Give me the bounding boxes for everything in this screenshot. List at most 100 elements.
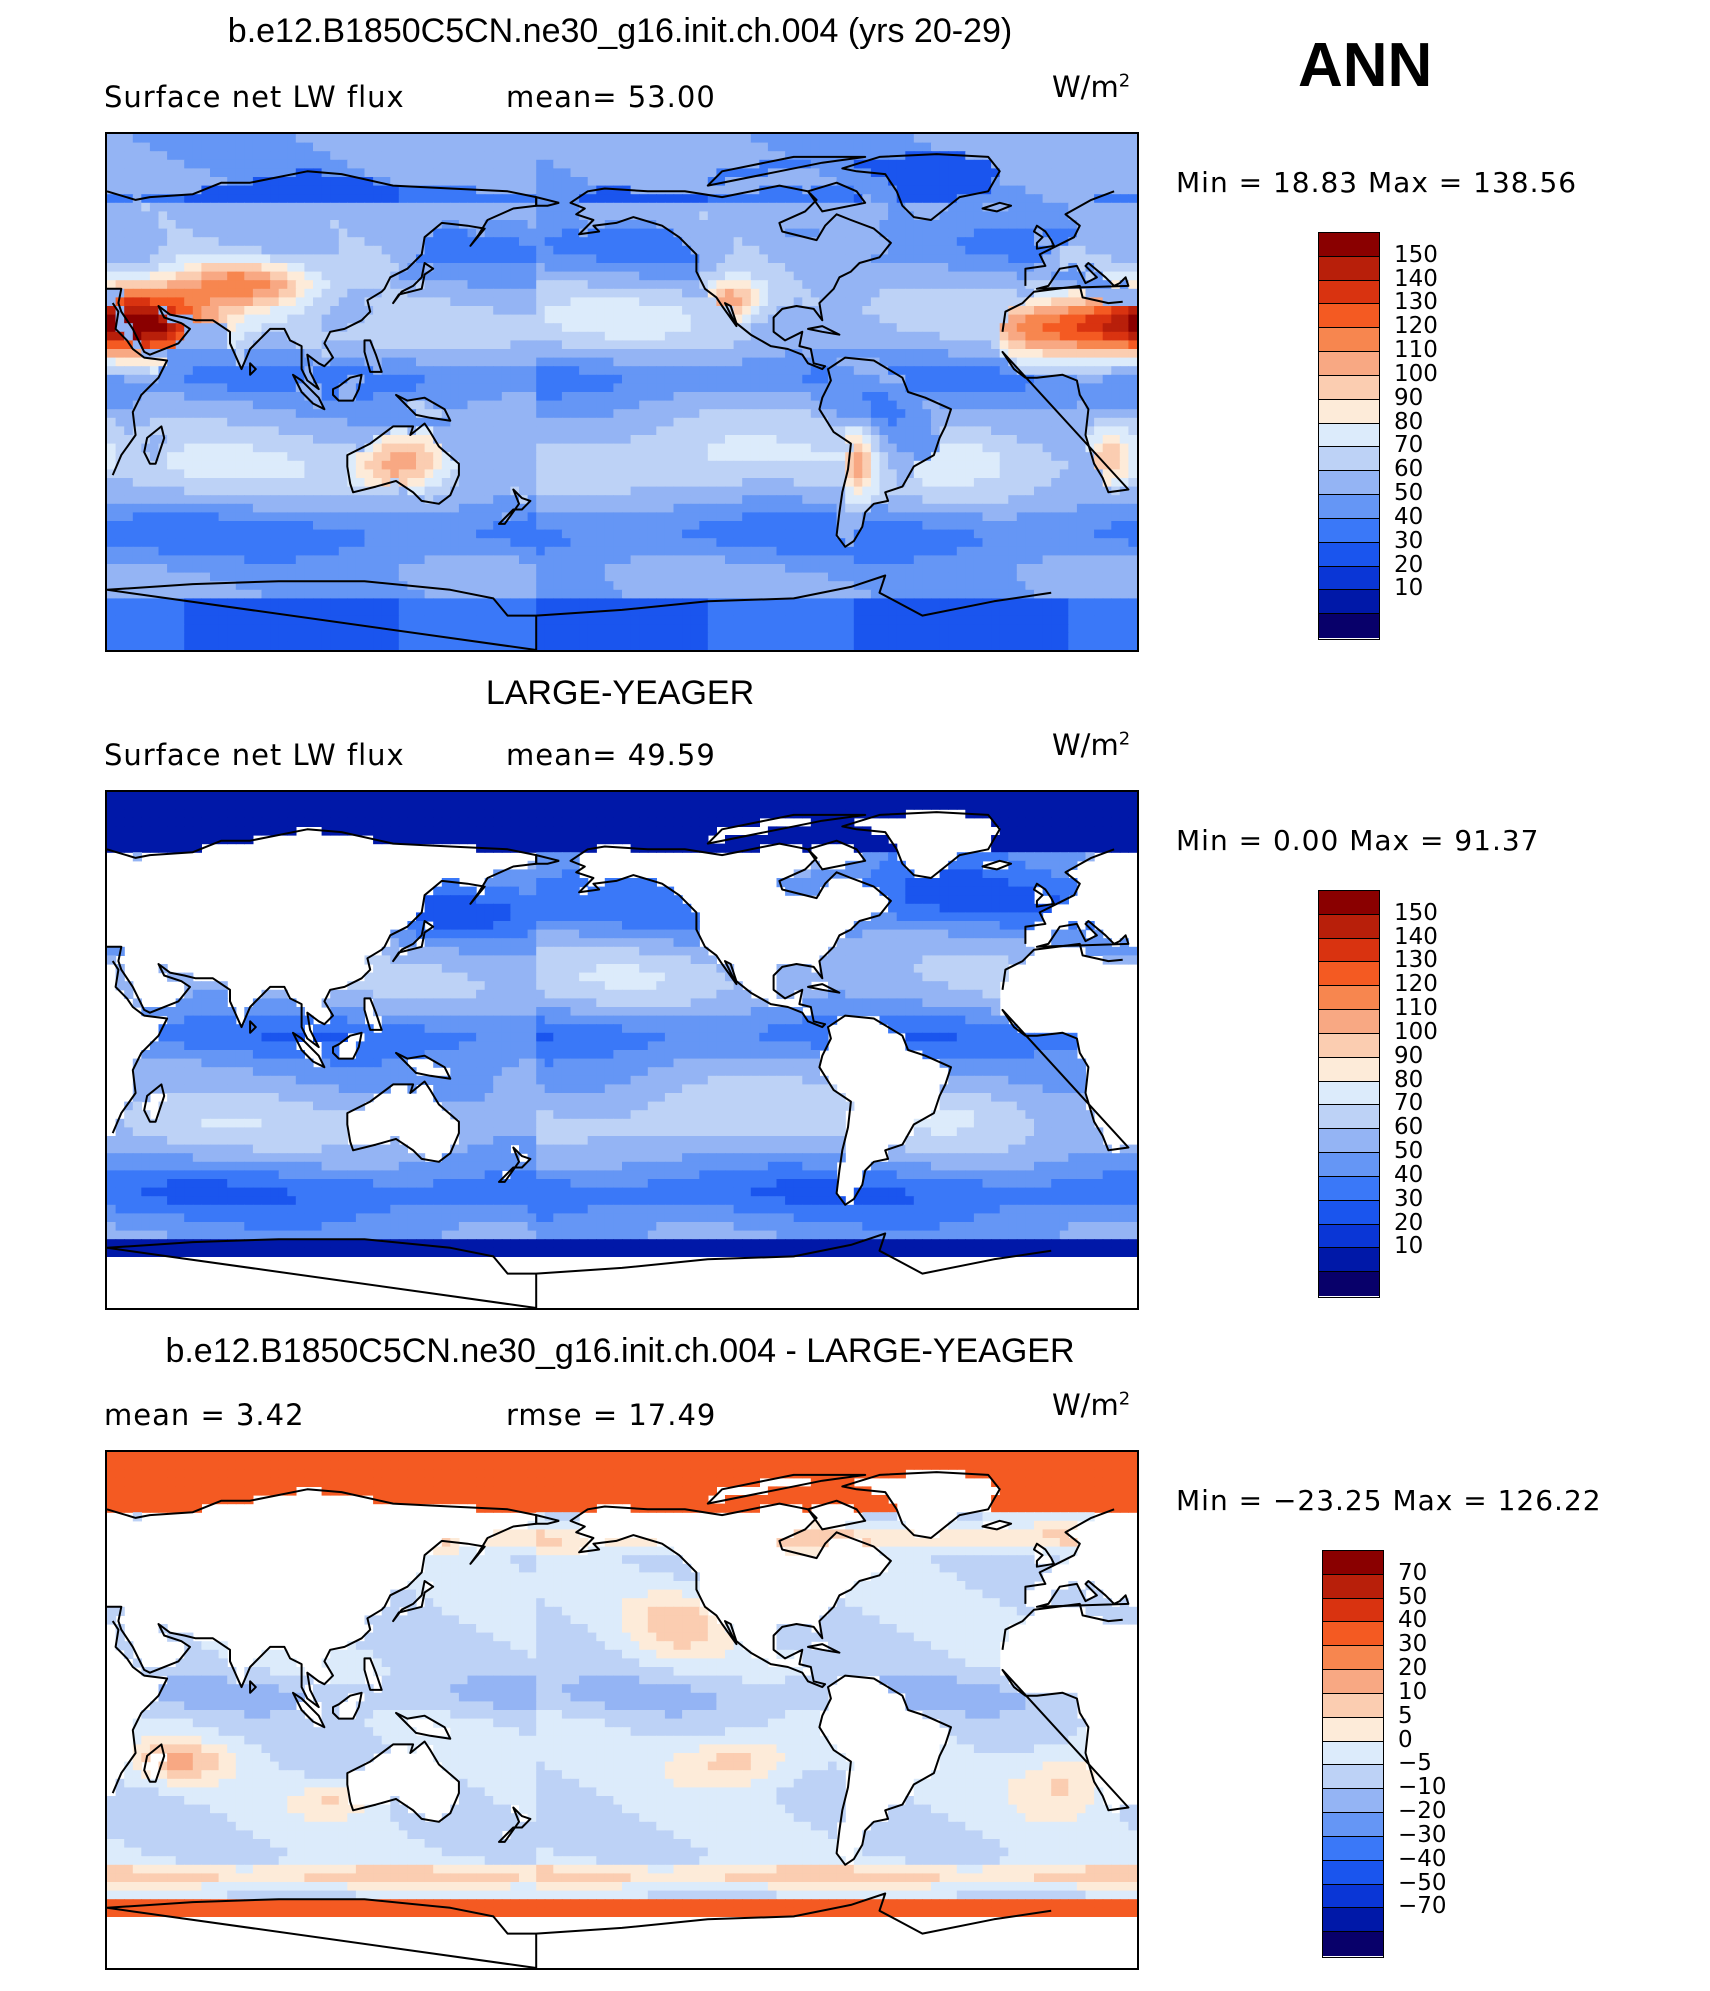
field-cell xyxy=(956,134,966,144)
field-cell xyxy=(991,220,1001,230)
field-cell xyxy=(527,366,537,376)
field-cell xyxy=(149,460,160,470)
field-cell xyxy=(991,331,1001,341)
field-cell xyxy=(810,254,820,264)
field-cell xyxy=(244,469,254,479)
field-cell xyxy=(810,452,820,462)
field-cell xyxy=(278,254,288,264)
field-cell xyxy=(699,366,709,376)
field-cell xyxy=(707,400,717,410)
field-cell xyxy=(913,443,923,453)
field-cell xyxy=(433,392,443,402)
field-cell xyxy=(931,314,941,324)
field-cell xyxy=(287,237,297,247)
field-cell xyxy=(210,177,220,187)
field-cell xyxy=(999,263,1009,273)
field-cell xyxy=(845,194,855,204)
field-cell xyxy=(1051,460,1061,470)
field-cell xyxy=(879,366,889,376)
field-cell xyxy=(888,280,898,290)
field-cell xyxy=(845,357,855,367)
field-cell xyxy=(639,486,649,496)
field-cell xyxy=(622,349,632,359)
field-cell xyxy=(364,254,374,264)
field-cell xyxy=(733,159,743,169)
field-cell xyxy=(982,452,992,462)
field-cell xyxy=(441,288,451,298)
field-cell xyxy=(561,288,572,298)
field-cell xyxy=(304,194,314,204)
field-cell xyxy=(870,202,881,212)
field-cell xyxy=(304,452,314,462)
field-cell xyxy=(1111,374,1121,384)
field-cell xyxy=(261,323,271,333)
field-cell xyxy=(828,271,838,281)
field-cell xyxy=(158,271,168,281)
field-cell xyxy=(604,374,614,384)
field-cell xyxy=(759,460,769,470)
field-cell xyxy=(450,357,460,367)
field-cell xyxy=(579,323,589,333)
field-cell xyxy=(1051,392,1061,402)
field-cell xyxy=(888,237,898,247)
field-cell xyxy=(853,417,863,427)
field-cell xyxy=(913,340,923,350)
field-cell xyxy=(553,443,563,453)
field-cell xyxy=(364,211,374,221)
field-cell xyxy=(115,177,125,187)
field-cell xyxy=(785,417,795,427)
field-cell xyxy=(1016,383,1026,393)
field-cell xyxy=(553,435,563,445)
field-cell xyxy=(896,366,906,376)
field-cell xyxy=(647,469,657,479)
field-cell xyxy=(1034,245,1044,255)
field-cell xyxy=(561,426,572,436)
field-cell xyxy=(579,478,589,488)
field-cell xyxy=(699,486,709,496)
field-cell xyxy=(845,142,855,152)
field-cell xyxy=(149,314,160,324)
field-cell xyxy=(707,211,717,221)
field-cell xyxy=(1094,151,1104,161)
field-cell xyxy=(107,435,117,445)
field-cell xyxy=(218,297,228,307)
field-cell xyxy=(579,263,589,273)
field-cell xyxy=(536,280,546,290)
field-cell xyxy=(1034,254,1044,264)
field-cell xyxy=(922,194,932,204)
field-cell xyxy=(1042,237,1052,247)
field-cell xyxy=(390,469,400,479)
field-cell xyxy=(347,452,357,462)
field-cell xyxy=(750,314,760,324)
field-cell xyxy=(604,349,614,359)
field-cell xyxy=(338,331,348,341)
field-cell xyxy=(553,357,563,367)
field-cell xyxy=(1059,280,1069,290)
field-cell xyxy=(210,435,220,445)
field-cell xyxy=(639,478,649,488)
field-cell xyxy=(424,460,434,470)
field-cell xyxy=(759,349,769,359)
field-cell xyxy=(699,383,709,393)
field-cell xyxy=(124,435,134,445)
field-cell xyxy=(579,374,589,384)
field-cell xyxy=(1016,151,1026,161)
field-cell xyxy=(192,254,202,264)
field-cell xyxy=(107,228,117,238)
field-cell xyxy=(973,323,984,333)
field-cell xyxy=(716,426,726,436)
field-cell xyxy=(244,452,254,462)
field-cell xyxy=(261,409,271,419)
field-cell xyxy=(544,211,554,221)
field-cell xyxy=(561,409,572,419)
field-cell xyxy=(948,297,958,307)
field-cell xyxy=(519,288,529,298)
field-cell xyxy=(965,366,975,376)
field-cell xyxy=(725,426,735,436)
field-cell xyxy=(819,417,829,427)
field-cell xyxy=(544,469,554,479)
field-cell xyxy=(1094,426,1104,436)
field-cell xyxy=(1051,443,1061,453)
field-cell xyxy=(733,383,743,393)
field-cell xyxy=(493,443,503,453)
